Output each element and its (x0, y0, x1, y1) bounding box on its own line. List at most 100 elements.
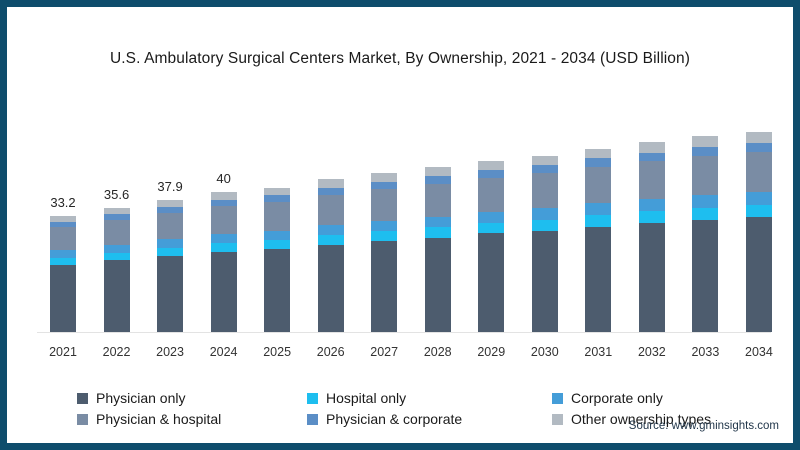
legend-item-physician-corporate: Physician & corporate (307, 411, 552, 427)
x-axis-line (37, 332, 771, 333)
bar-segment-2023-physician-hospital (157, 212, 184, 239)
x-axis-tick-2024: 2024 (209, 345, 238, 359)
bar-segment-2025-hospital-only (264, 240, 291, 249)
bar-segment-2028-corporate-only (424, 216, 451, 228)
bar-segment-2032-other-ownership-types (638, 142, 665, 153)
legend-label: Physician & corporate (326, 411, 463, 427)
bar-segment-2028-other-ownership-types (424, 167, 451, 177)
bar-segment-2029-physician-corporate (478, 169, 505, 178)
bar-segment-2021-physician-hospital (50, 227, 76, 251)
legend-swatch-icon (307, 392, 318, 404)
bar-segment-2029-other-ownership-types (478, 160, 505, 170)
bar-segment-2033-physician-hospital (692, 155, 719, 195)
bar-column-2033: 2033 (691, 136, 719, 359)
bar-segment-2029-hospital-only (478, 222, 505, 234)
bar-segment-2026-physician-only (317, 244, 344, 332)
x-axis-tick-2023: 2023 (156, 345, 184, 359)
bar-column-2021: 33.2 2021 (49, 195, 77, 359)
bar-segment-2024-other-ownership-types (210, 192, 237, 201)
bar-segment-2022-physician-corporate (103, 214, 130, 221)
bar-segment-2024-physician-hospital (210, 206, 237, 235)
bar-segment-2022-hospital-only (103, 252, 130, 261)
bar-segment-2026-physician-corporate (317, 187, 344, 195)
bar-segment-2031-hospital-only (585, 215, 612, 227)
bar-segment-2021-hospital-only (50, 258, 76, 266)
x-axis-tick-2027: 2027 (370, 345, 399, 359)
legend-item-physician-hospital: Physician & hospital (77, 411, 307, 427)
bar-segment-2025-physician-only (264, 249, 291, 332)
legend-swatch-icon (307, 413, 318, 425)
bar-segment-2031-physician-corporate (585, 158, 612, 167)
bar-segment-2031-other-ownership-types (585, 148, 612, 159)
bar-segment-2027-corporate-only (371, 220, 398, 232)
source-attribution: Source: www.gminsights.com (628, 420, 779, 432)
bar-segment-2025-physician-hospital (264, 202, 291, 231)
bar-segment-2031-physician-hospital (585, 166, 612, 204)
bar-column-2026: 2026 (317, 179, 345, 359)
bar-segment-2032-hospital-only (638, 211, 665, 223)
bar-segment-2021-physician-only (50, 265, 76, 332)
legend-swatch-icon (77, 413, 88, 425)
bar-segment-2030-physician-corporate (531, 165, 558, 174)
x-axis-tick-2028: 2028 (423, 345, 452, 359)
bar-segment-2026-corporate-only (317, 224, 344, 235)
bar-segment-2026-other-ownership-types (317, 179, 344, 188)
bar-segment-2028-physician-corporate (424, 176, 451, 184)
bar-segment-2029-physician-hospital (478, 177, 505, 212)
legend-item-corporate-only: Corporate only (552, 390, 711, 406)
bar-segment-2032-physician-only (638, 222, 665, 332)
x-axis-tick-2034: 2034 (745, 345, 773, 359)
bar-segment-2022-corporate-only (103, 244, 130, 253)
bar-total-label-2023: 37.9 (157, 178, 183, 194)
legend-swatch-icon (552, 392, 563, 404)
bar-segment-2025-corporate-only (264, 230, 291, 241)
legend-label: Other ownership types (571, 411, 712, 427)
bar-column-2030: 2030 (531, 155, 559, 359)
legend-label: Physician only (96, 390, 186, 406)
bar-segment-2028-hospital-only (424, 227, 451, 238)
bar-total-label-2021: 33.2 (50, 194, 76, 210)
x-axis-tick-2031: 2031 (584, 345, 613, 359)
bar-segment-2034-hospital-only (745, 204, 772, 218)
bar-segment-2027-physician-hospital (371, 189, 398, 221)
legend-label: Hospital only (326, 390, 407, 406)
bar-segment-2027-physician-corporate (371, 181, 398, 190)
x-axis-tick-2026: 2026 (316, 345, 345, 359)
bar-segment-2034-corporate-only (745, 191, 772, 205)
bar-segment-2024-hospital-only (210, 243, 237, 252)
legend-label: Corporate only (571, 390, 663, 406)
bar-column-2029: 2029 (477, 160, 505, 359)
bar-segment-2034-other-ownership-types (745, 132, 772, 143)
legend-item-hospital-only: Hospital only (307, 390, 552, 406)
legend-swatch-icon (77, 392, 88, 404)
bar-column-2034: 2034 (745, 132, 773, 359)
chart-title: U.S. Ambulatory Surgical Centers Market,… (109, 50, 690, 67)
legend: Physician only Hospital only Corporate onl… (77, 390, 711, 427)
bar-segment-2021-corporate-only (50, 250, 76, 259)
bar-column-2024: 40 2024 (210, 171, 238, 359)
legend-item-physician-only: Physician only (77, 390, 307, 406)
bar-segment-2024-physician-corporate (210, 200, 237, 207)
bar-segment-2022-physician-hospital (103, 220, 130, 245)
bar-segment-2026-hospital-only (317, 235, 344, 245)
bar-segment-2025-physician-corporate (264, 195, 291, 203)
x-axis-tick-2033: 2033 (691, 345, 720, 359)
bar-segment-2032-physician-corporate (638, 152, 665, 162)
bar-segment-2023-corporate-only (157, 238, 184, 248)
bar-segment-2024-physician-only (210, 251, 237, 332)
bar-segment-2030-hospital-only (531, 219, 558, 231)
bar-segment-2022-other-ownership-types (103, 207, 130, 215)
bar-segment-2027-hospital-only (371, 231, 398, 241)
bar-segment-2026-physician-hospital (317, 194, 344, 225)
bar-segment-2029-physician-only (478, 233, 505, 332)
bar-segment-2029-corporate-only (478, 211, 505, 223)
bar-segment-2030-other-ownership-types (531, 155, 558, 166)
bar-segment-2033-physician-only (692, 219, 719, 332)
bar-segment-2033-corporate-only (692, 194, 719, 208)
bar-segment-2030-corporate-only (531, 208, 558, 220)
x-axis-tick-2029: 2029 (477, 345, 506, 359)
bar-column-2023: 37.9 2023 (156, 179, 184, 359)
bar-column-2027: 2027 (370, 173, 398, 359)
bar-column-2031: 2031 (584, 148, 612, 359)
legend-label: Physician & hospital (96, 411, 222, 427)
